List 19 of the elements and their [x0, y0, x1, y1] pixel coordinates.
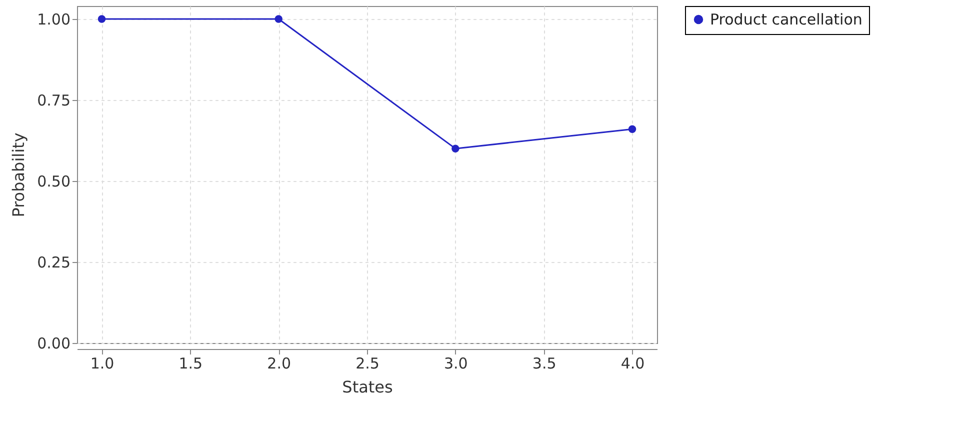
y-tick-label: 0.50	[37, 172, 70, 190]
point	[274, 15, 282, 23]
legend-label: Product cancellation	[710, 10, 862, 28]
y-axis-title: Probability	[9, 132, 28, 218]
y-tick-label: 1.00	[37, 10, 70, 28]
point	[628, 125, 636, 133]
x-tick-label: 1.0	[90, 354, 114, 372]
x-tick-label: 2.5	[356, 354, 380, 372]
x-tick-label: 4.0	[620, 354, 645, 372]
x-tick-label: 3.5	[532, 354, 556, 372]
y-tick-label: 0.00	[37, 334, 70, 352]
y-tick-label: 0.75	[37, 91, 70, 110]
point	[452, 144, 460, 152]
x-tick-label: 3.0	[444, 354, 468, 372]
x-axis-title: States	[342, 378, 393, 396]
x-tick-label: 2.0	[267, 354, 292, 372]
y-tick-label: 0.25	[37, 253, 70, 272]
point	[98, 15, 106, 23]
x-tick-label: 1.5	[178, 354, 203, 372]
